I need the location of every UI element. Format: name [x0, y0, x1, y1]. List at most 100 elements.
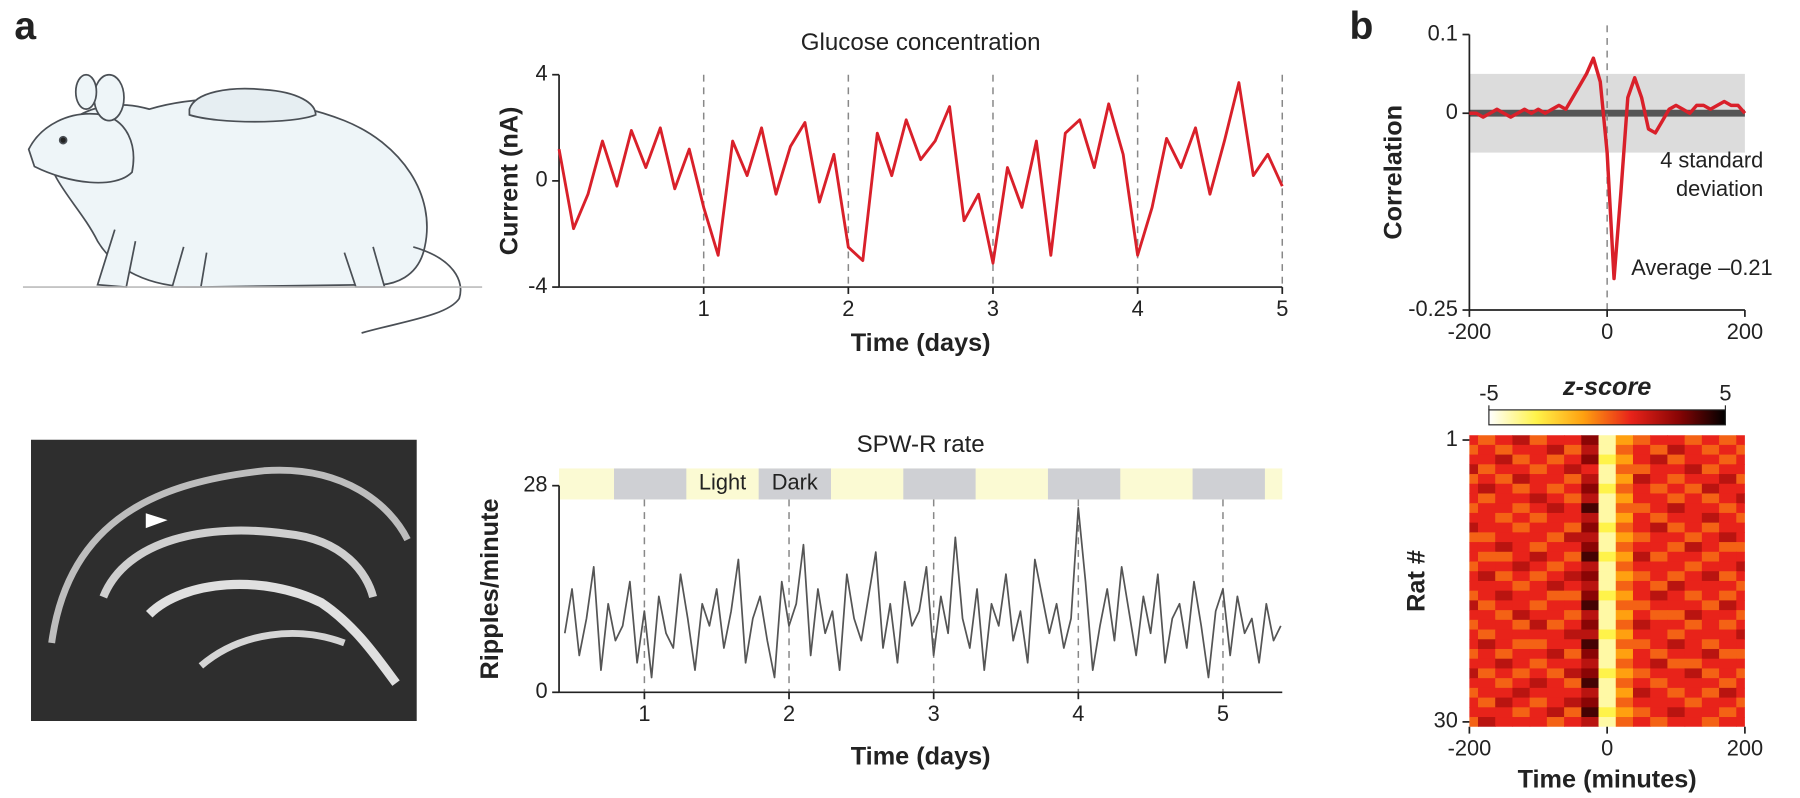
heatmap-cell [1477, 454, 1496, 465]
heatmap-cell [1469, 717, 1479, 727]
heatmap-cell [1615, 474, 1634, 485]
y-tick-label: 1 [1446, 426, 1458, 451]
heatmap-cell [1736, 444, 1745, 456]
heatmap-cell [1598, 639, 1617, 650]
heatmap-cell [1667, 464, 1686, 475]
heatmap-cell [1736, 678, 1745, 689]
heatmap-cell [1495, 619, 1514, 631]
heatmap-cell [1736, 503, 1745, 514]
heatmap-cell [1684, 697, 1703, 708]
heatmap-cell [1632, 542, 1651, 553]
heatmap-cell [1650, 668, 1668, 679]
heatmap-cell [1564, 435, 1582, 446]
heatmap-cell [1495, 503, 1514, 514]
heatmap-cell [1719, 707, 1737, 718]
heatmap-cell [1546, 590, 1565, 601]
heatmap-cell [1615, 522, 1634, 533]
heatmap-cell [1701, 619, 1720, 631]
heatmap-cell [1581, 464, 1600, 475]
heatmap-cell [1546, 542, 1565, 553]
heatmap-cell [1546, 454, 1565, 465]
heatmap-cell [1667, 474, 1686, 485]
heatmap-cell [1719, 610, 1737, 621]
heatmap-cell [1512, 580, 1531, 592]
data-line [1469, 56, 1747, 281]
heatmap-cell [1477, 600, 1496, 611]
heatmap-cell [1477, 658, 1496, 669]
heatmap-cell [1719, 580, 1737, 592]
heatmap-cell [1564, 571, 1582, 582]
heatmap-cell [1667, 658, 1686, 669]
heatmap-cell [1469, 590, 1479, 601]
heatmap-cell [1684, 493, 1703, 504]
heatmap-cell [1701, 648, 1720, 660]
heatmap-cell [1581, 717, 1600, 727]
heatmap-cell [1701, 483, 1720, 495]
heatmap-cell [1684, 454, 1703, 465]
heatmap-cell [1512, 493, 1531, 504]
heatmap-cell [1529, 717, 1548, 727]
heatmap-cell [1615, 493, 1634, 504]
heatmap-cell [1529, 687, 1548, 699]
heatmap-cell [1512, 483, 1531, 495]
heatmap-cell [1667, 435, 1686, 446]
heatmap-cell [1469, 648, 1479, 660]
heatmap-cell [1684, 619, 1703, 631]
heatmap-cell [1512, 512, 1531, 524]
heatmap-cell [1512, 532, 1531, 543]
heatmap-cell [1529, 600, 1548, 611]
heatmap-cell [1477, 639, 1496, 650]
heatmap-cell [1650, 648, 1668, 660]
heatmap-cell [1736, 474, 1745, 485]
heatmap-cell [1581, 474, 1600, 485]
heatmap-cell [1512, 522, 1531, 533]
heatmap-cell [1495, 435, 1514, 446]
heatmap-cell [1564, 464, 1582, 475]
heatmap-cell [1598, 444, 1617, 456]
heatmap-cell [1650, 493, 1668, 504]
heatmap-cell [1632, 532, 1651, 543]
heatmap-cell [1564, 493, 1582, 504]
heatmap-cell [1632, 687, 1651, 699]
heatmap-cell [1529, 590, 1548, 601]
heatmap-cell [1529, 493, 1548, 504]
x-tick-label: 2 [783, 701, 795, 726]
heatmap-cell [1477, 687, 1496, 699]
heatmap-cell [1469, 687, 1479, 699]
heatmap-cell [1736, 668, 1745, 679]
heatmap-cell [1632, 444, 1651, 456]
panel-label: a [14, 5, 36, 48]
heatmap-cell [1546, 551, 1565, 563]
heatmap-cell [1719, 483, 1737, 495]
heatmap-cell [1736, 697, 1745, 708]
heatmap-cell [1667, 444, 1686, 456]
heatmap-cell [1736, 551, 1745, 563]
heatmap-cell [1469, 512, 1479, 524]
heatmap-cell [1650, 600, 1668, 611]
heatmap-cell [1598, 648, 1617, 660]
heatmap-cell [1684, 590, 1703, 601]
heatmap-cell [1546, 474, 1565, 485]
heatmap-cell [1477, 444, 1496, 456]
heatmap-cell [1512, 464, 1531, 475]
heatmap-cell [1632, 707, 1651, 718]
heatmap-cell [1529, 551, 1548, 563]
heatmap-cell [1546, 483, 1565, 495]
heatmap-cell [1598, 483, 1617, 495]
colorbar-tick-label: 5 [1719, 381, 1731, 406]
heatmap-cell [1581, 580, 1600, 592]
heatmap-cell [1701, 580, 1720, 592]
heatmap-cell [1581, 697, 1600, 708]
heatmap-cell [1736, 658, 1745, 669]
heatmap-cell [1564, 483, 1582, 495]
heatmap-cell [1632, 551, 1651, 563]
heatmap-cell [1701, 512, 1720, 524]
heatmap-cell [1736, 542, 1745, 553]
heatmap-cell [1469, 522, 1479, 533]
heatmap-cell [1632, 717, 1651, 727]
heatmap-cell [1598, 493, 1617, 504]
heatmap-cell [1495, 561, 1514, 572]
heatmap-cell [1495, 483, 1514, 495]
heatmap-cell [1632, 503, 1651, 514]
